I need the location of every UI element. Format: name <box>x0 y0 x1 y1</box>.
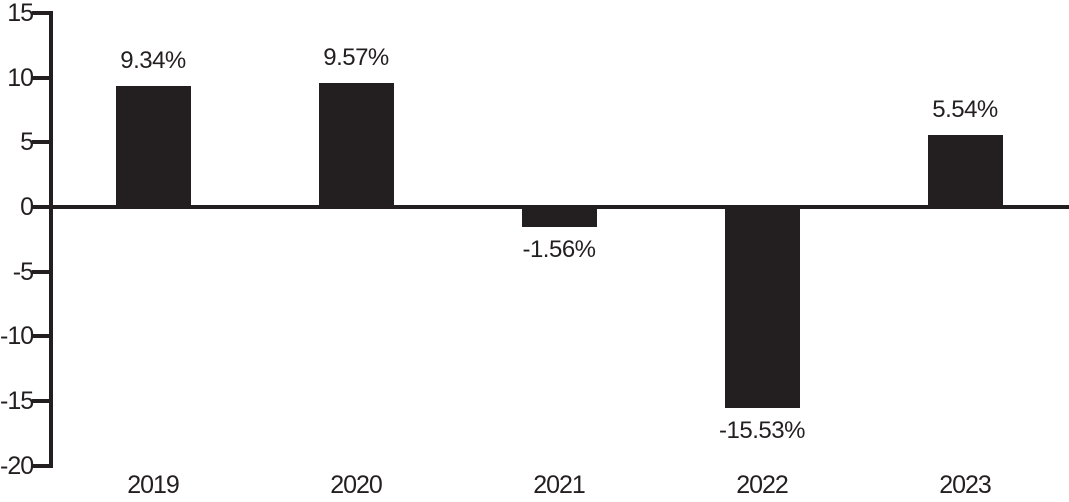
y-axis-tick-label: 0 <box>20 193 34 221</box>
x-axis-label-2019: 2019 <box>127 471 180 499</box>
y-axis-tick-label: 15 <box>7 0 34 28</box>
y-axis-tick-label: -15 <box>0 386 34 415</box>
y-axis-tick-label: 10 <box>7 63 34 92</box>
bar-value-label: 9.34% <box>120 47 186 75</box>
y-axis-tick <box>32 11 49 16</box>
y-axis-tick <box>32 269 49 274</box>
bar-2023 <box>927 135 1003 207</box>
bar-value-label: 9.57% <box>323 44 389 72</box>
y-axis-tick <box>32 334 49 339</box>
y-axis-tick <box>32 463 49 468</box>
x-axis-label-2020: 2020 <box>330 471 383 499</box>
bar-2021 <box>521 207 597 228</box>
y-axis-tick <box>32 140 49 145</box>
bar-2020 <box>318 83 394 207</box>
bar-value-label: -15.53% <box>719 416 805 444</box>
x-axis-label-2021: 2021 <box>533 471 586 499</box>
y-axis-tick-label: -10 <box>0 322 34 351</box>
bar-2019 <box>115 86 191 207</box>
bar-2022 <box>724 207 800 408</box>
y-axis-tick-label: -20 <box>0 451 34 480</box>
x-axis-label-2023: 2023 <box>939 471 992 499</box>
zero-baseline <box>32 205 1069 209</box>
y-axis-line <box>49 11 53 468</box>
bar-value-label: 5.54% <box>932 96 998 124</box>
x-axis-label-2022: 2022 <box>736 471 789 499</box>
y-axis-tick <box>32 398 49 403</box>
y-axis-tick-label: 5 <box>20 128 34 157</box>
y-axis-tick-label: -5 <box>12 257 34 286</box>
y-axis-tick <box>32 75 49 80</box>
bar-value-label: -1.56% <box>522 236 596 264</box>
